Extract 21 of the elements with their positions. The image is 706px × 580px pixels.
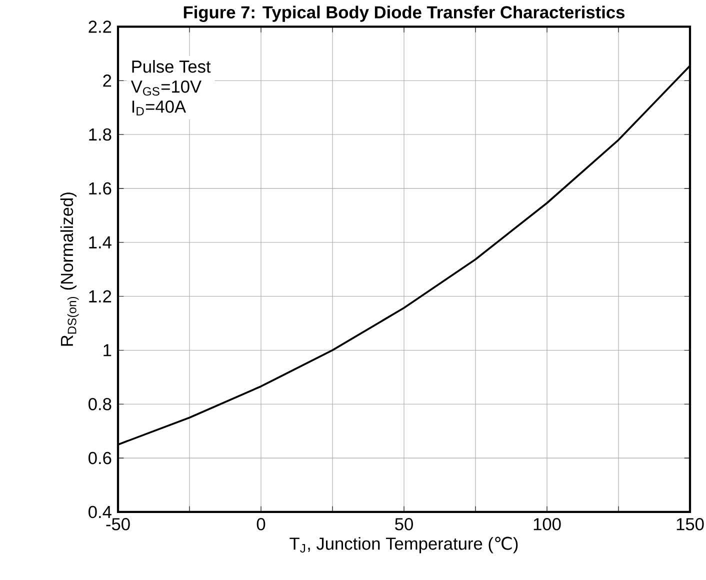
x-tick-label: -50 bbox=[106, 518, 130, 530]
y-tick-label: 0.8 bbox=[88, 398, 112, 410]
x-tick-label: 50 bbox=[395, 518, 413, 530]
y-tick-label: 1.2 bbox=[89, 290, 112, 302]
y-tick-label: 1 bbox=[104, 344, 112, 356]
y-tick-label: 0.6 bbox=[88, 452, 112, 464]
annotation: I$_{D}$=40A bbox=[132, 100, 186, 116]
y-tick-label: 0.4 bbox=[88, 506, 112, 518]
x-tick-label: 150 bbox=[676, 518, 704, 530]
y-axis-title: R$_{DS(on)}$ (Normalized) bbox=[60, 192, 79, 346]
annotation: V$_{GS}$=10V bbox=[130, 80, 202, 96]
x-tick-label: 100 bbox=[534, 518, 561, 530]
x-tick-label: 0 bbox=[256, 518, 266, 530]
y-tick-label: 1.4 bbox=[89, 236, 112, 248]
chart-title: Figure 7: Typical Body Diode Transfer Characteristics bbox=[184, 6, 624, 22]
x-axis-title: T$_{J}$, Junction Temperature (℃) bbox=[290, 536, 518, 554]
y-tick-label: 2 bbox=[103, 74, 112, 87]
y-tick-label: 1.6 bbox=[89, 182, 112, 195]
annotation: Pulse Test bbox=[132, 60, 211, 73]
y-tick-label: 1.8 bbox=[89, 128, 112, 141]
y-tick-label: 2.2 bbox=[88, 20, 112, 33]
